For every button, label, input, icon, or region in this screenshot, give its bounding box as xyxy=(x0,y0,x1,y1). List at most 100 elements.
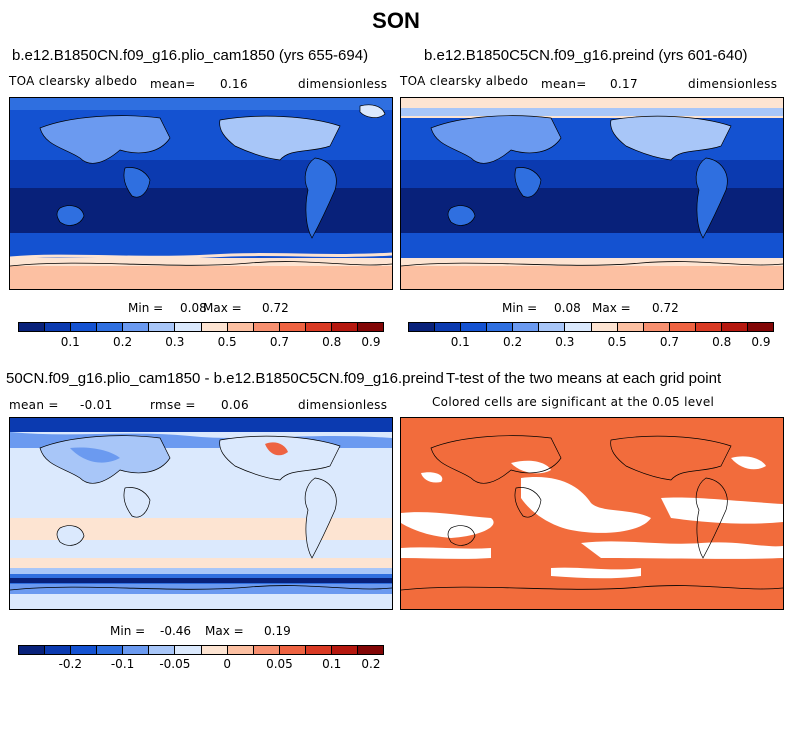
colorbar-cell xyxy=(201,646,228,654)
top-right-mean-label: mean= xyxy=(541,77,587,91)
top-left-colorbar-ticks: 0.1 0.2 0.3 0.5 0.7 0.8 0.9 xyxy=(18,335,384,349)
colorbar-cell xyxy=(227,323,254,331)
colorbar-cell xyxy=(721,323,749,331)
top-left-colorbar xyxy=(18,322,384,332)
colorbar-cell xyxy=(149,323,176,331)
top-left-albedo-map xyxy=(9,97,393,290)
top-left-case-title: b.e12.B1850CN.f09_g16.plio_cam1850 (yrs … xyxy=(12,47,369,64)
top-right-max-value: 0.72 xyxy=(652,301,679,315)
top-right-colorbar xyxy=(408,322,774,332)
top-right-max-label: Max = xyxy=(592,301,631,315)
colorbar-tick-label: 0.1 xyxy=(60,335,80,349)
colorbar-tick-label: 0.1 xyxy=(322,657,342,671)
colorbar-cell xyxy=(539,323,566,331)
colorbar-cell xyxy=(305,323,332,331)
colorbar-cell xyxy=(617,323,644,331)
bottom-left-colorbar xyxy=(18,645,384,655)
colorbar-cell xyxy=(487,323,514,331)
colorbar-tick-label: 0.7 xyxy=(269,335,289,349)
top-right-min-label: Min = xyxy=(502,301,538,315)
bottom-left-mean-value: -0.01 xyxy=(80,398,113,412)
colorbar-tick-label: -0.1 xyxy=(110,657,135,671)
colorbar-tick-label: 0.1 xyxy=(450,335,470,349)
colorbar-cell xyxy=(123,646,150,654)
colorbar-cell xyxy=(643,323,670,331)
top-right-colorbar-ticks: 0.1 0.2 0.3 0.5 0.7 0.8 0.9 xyxy=(408,335,774,349)
colorbar-cell xyxy=(45,646,72,654)
colorbar-cell xyxy=(123,323,150,331)
bottom-left-rmse-label: rmse = xyxy=(150,398,196,412)
bottom-left-min-value: -0.46 xyxy=(160,624,192,638)
bottom-right-title: T-test of the two means at each grid poi… xyxy=(446,370,722,387)
top-right-units: dimensionless xyxy=(688,77,778,91)
bottom-right-ttest-map xyxy=(400,417,784,610)
bottom-left-min-label: Min = xyxy=(110,624,146,638)
colorbar-cell xyxy=(565,323,592,331)
colorbar-tick-label: 0.9 xyxy=(751,335,771,349)
top-left-variable: TOA clearsky albedo xyxy=(9,74,138,88)
colorbar-cell xyxy=(227,646,254,654)
top-right-min-value: 0.08 xyxy=(554,301,581,315)
top-left-mean-label: mean= xyxy=(150,77,196,91)
colorbar-tick-label: 0 xyxy=(223,657,231,671)
colorbar-tick-label: 0.3 xyxy=(165,335,185,349)
colorbar-cell xyxy=(253,323,280,331)
bottom-left-case-title: 50CN.f09_g16.plio_cam1850 - b.e12.B1850C… xyxy=(6,370,444,387)
colorbar-cell xyxy=(513,323,540,331)
colorbar-cell xyxy=(695,323,722,331)
colorbar-tick-label: 0.3 xyxy=(555,335,575,349)
colorbar-cell xyxy=(331,323,359,331)
colorbar-cell xyxy=(175,646,202,654)
colorbar-cell xyxy=(435,323,462,331)
colorbar-cell xyxy=(253,646,280,654)
colorbar-cell xyxy=(279,646,306,654)
bottom-left-difference-map xyxy=(9,417,393,610)
bottom-right-subtitle: Colored cells are significant at the 0.0… xyxy=(432,395,715,409)
colorbar-cell xyxy=(358,646,384,654)
colorbar-cell xyxy=(19,323,46,331)
colorbar-tick-label: 0.7 xyxy=(659,335,679,349)
colorbar-cell xyxy=(669,323,696,331)
bottom-left-max-value: 0.19 xyxy=(264,624,291,638)
top-right-variable: TOA clearsky albedo xyxy=(400,74,529,88)
colorbar-cell xyxy=(591,323,618,331)
colorbar-cell xyxy=(175,323,202,331)
colorbar-cell xyxy=(149,646,176,654)
top-left-units: dimensionless xyxy=(298,77,388,91)
colorbar-cell xyxy=(45,323,72,331)
top-left-mean-value: 0.16 xyxy=(220,77,248,91)
figure-title: SON xyxy=(372,8,420,33)
colorbar-cell xyxy=(71,323,98,331)
top-left-max-label: Max = xyxy=(203,301,242,315)
colorbar-cell xyxy=(201,323,228,331)
top-right-albedo-map xyxy=(400,97,784,290)
colorbar-cell xyxy=(461,323,488,331)
colorbar-cell xyxy=(97,646,124,654)
colorbar-cell xyxy=(409,323,436,331)
top-left-max-value: 0.72 xyxy=(262,301,289,315)
colorbar-cell xyxy=(358,323,384,331)
top-right-mean-value: 0.17 xyxy=(610,77,638,91)
colorbar-tick-label: 0.9 xyxy=(361,335,381,349)
colorbar-tick-label: 0.05 xyxy=(266,657,293,671)
colorbar-tick-label: 0.5 xyxy=(217,335,237,349)
colorbar-tick-label: 0.5 xyxy=(607,335,627,349)
colorbar-cell xyxy=(19,646,46,654)
colorbar-cell xyxy=(305,646,332,654)
colorbar-cell xyxy=(71,646,98,654)
colorbar-tick-label: 0.8 xyxy=(712,335,732,349)
bottom-left-units: dimensionless xyxy=(298,398,388,412)
colorbar-tick-label: -0.05 xyxy=(159,657,191,671)
colorbar-cell xyxy=(748,323,774,331)
colorbar-cell xyxy=(279,323,306,331)
colorbar-tick-label: 0.2 xyxy=(113,335,133,349)
bottom-left-max-label: Max = xyxy=(205,624,244,638)
colorbar-tick-label: 0.2 xyxy=(361,657,381,671)
bottom-left-colorbar-ticks: -0.2 -0.1 -0.05 0 0.05 0.1 0.2 xyxy=(18,657,384,671)
bottom-left-rmse-value: 0.06 xyxy=(221,398,249,412)
colorbar-tick-label: 0.2 xyxy=(503,335,523,349)
top-left-min-label: Min = xyxy=(128,301,164,315)
top-right-case-title: b.e12.B1850C5CN.f09_g16.preind (yrs 601-… xyxy=(424,47,748,64)
bottom-left-mean-label: mean = xyxy=(9,398,59,412)
colorbar-cell xyxy=(331,646,359,654)
